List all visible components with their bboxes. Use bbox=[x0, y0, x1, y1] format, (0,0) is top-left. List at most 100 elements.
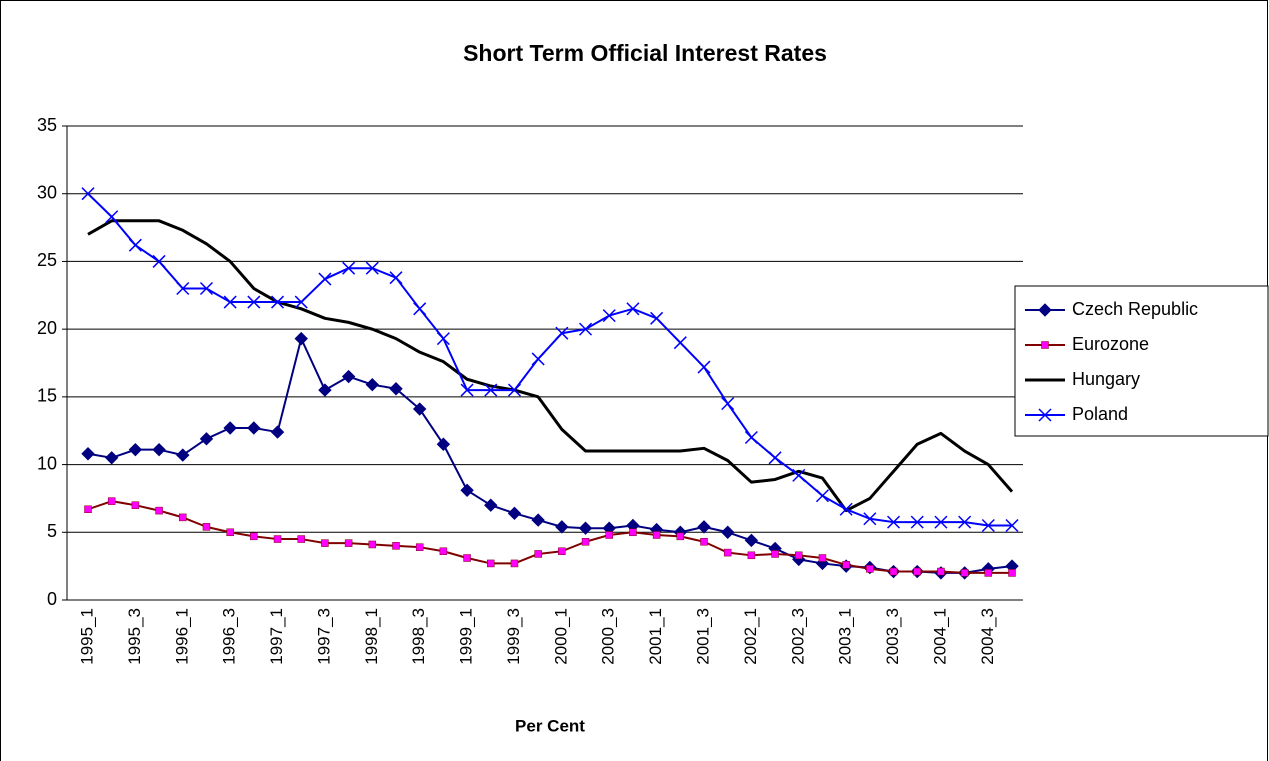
marker bbox=[84, 505, 92, 514]
marker bbox=[697, 520, 711, 534]
x-tick-label: 2000_1 bbox=[551, 608, 570, 665]
marker bbox=[581, 538, 590, 546]
marker bbox=[579, 322, 593, 336]
marker bbox=[460, 383, 474, 397]
marker bbox=[747, 551, 756, 560]
marker bbox=[866, 565, 874, 573]
y-tick-label: 20 bbox=[37, 318, 57, 338]
marker bbox=[105, 210, 119, 224]
marker bbox=[910, 515, 924, 529]
marker bbox=[697, 360, 711, 374]
marker bbox=[531, 513, 545, 527]
marker bbox=[578, 521, 593, 535]
marker bbox=[318, 272, 332, 286]
marker bbox=[389, 382, 403, 396]
x-tick-label: 1996_1 bbox=[172, 608, 191, 665]
legend-label: Czech Republic bbox=[1072, 299, 1198, 319]
x-tick-label: 2001_1 bbox=[646, 608, 665, 665]
marker bbox=[155, 506, 163, 515]
marker bbox=[889, 567, 898, 576]
x-tick-label: 1998_3 bbox=[409, 608, 428, 665]
x-tick-label: 1998_1 bbox=[362, 608, 381, 665]
marker bbox=[179, 513, 187, 522]
legend-marker bbox=[1038, 408, 1052, 422]
series-line bbox=[87, 219, 1014, 513]
marker bbox=[534, 550, 542, 558]
marker bbox=[365, 377, 380, 392]
marker bbox=[128, 238, 142, 252]
marker bbox=[792, 468, 806, 482]
marker bbox=[913, 567, 921, 576]
marker bbox=[368, 540, 377, 549]
marker bbox=[365, 261, 379, 275]
marker bbox=[652, 531, 661, 539]
marker bbox=[273, 535, 282, 543]
marker bbox=[294, 331, 308, 346]
marker bbox=[318, 383, 332, 397]
legend-marker bbox=[1041, 341, 1049, 349]
x-tick-label: 1995_3 bbox=[125, 608, 144, 665]
marker bbox=[795, 551, 803, 560]
marker bbox=[439, 547, 448, 555]
marker bbox=[818, 554, 827, 562]
marker bbox=[507, 506, 522, 521]
marker bbox=[250, 532, 258, 541]
marker bbox=[531, 352, 545, 366]
marker bbox=[721, 397, 735, 411]
marker bbox=[723, 548, 732, 557]
marker bbox=[700, 538, 708, 546]
marker bbox=[768, 451, 782, 465]
marker bbox=[984, 569, 993, 577]
marker bbox=[937, 567, 945, 576]
marker bbox=[321, 539, 329, 547]
marker bbox=[152, 442, 166, 457]
marker bbox=[152, 254, 166, 268]
marker bbox=[839, 502, 853, 516]
marker bbox=[605, 531, 613, 539]
marker bbox=[555, 520, 569, 534]
marker bbox=[223, 421, 237, 435]
marker bbox=[863, 512, 877, 526]
marker bbox=[341, 369, 356, 384]
marker bbox=[389, 271, 403, 285]
x-tick-label: 2000_3 bbox=[599, 608, 618, 665]
marker bbox=[887, 515, 901, 529]
x-tick-label: 2003_1 bbox=[836, 608, 855, 665]
marker bbox=[602, 309, 616, 323]
x-tick-label: 2002_1 bbox=[741, 608, 760, 665]
marker bbox=[81, 187, 95, 201]
marker bbox=[1008, 569, 1016, 577]
marker bbox=[247, 295, 261, 309]
legend-label: Hungary bbox=[1072, 369, 1140, 389]
series-line bbox=[87, 192, 1012, 527]
marker bbox=[271, 295, 285, 309]
marker bbox=[202, 523, 211, 531]
marker bbox=[771, 550, 779, 558]
marker bbox=[226, 528, 234, 537]
marker bbox=[1005, 518, 1019, 533]
marker bbox=[107, 497, 116, 505]
legend-label: Eurozone bbox=[1072, 334, 1149, 354]
marker bbox=[413, 302, 427, 316]
marker bbox=[223, 295, 237, 309]
y-tick-label: 0 bbox=[47, 589, 57, 609]
marker bbox=[960, 569, 969, 577]
marker bbox=[176, 281, 190, 296]
y-tick-label: 30 bbox=[37, 182, 57, 202]
x-tick-label: 2004_3 bbox=[978, 608, 997, 665]
marker bbox=[487, 559, 495, 568]
marker bbox=[629, 528, 637, 537]
marker bbox=[415, 543, 424, 551]
marker bbox=[128, 442, 143, 457]
x-tick-label: 1999_3 bbox=[504, 608, 523, 665]
marker bbox=[510, 559, 519, 568]
marker bbox=[412, 402, 427, 416]
y-tick-label: 25 bbox=[37, 250, 57, 270]
marker bbox=[934, 515, 948, 529]
marker bbox=[199, 432, 214, 446]
marker bbox=[484, 383, 498, 397]
marker bbox=[842, 561, 850, 569]
marker bbox=[673, 336, 687, 350]
y-tick-label: 15 bbox=[37, 386, 57, 406]
